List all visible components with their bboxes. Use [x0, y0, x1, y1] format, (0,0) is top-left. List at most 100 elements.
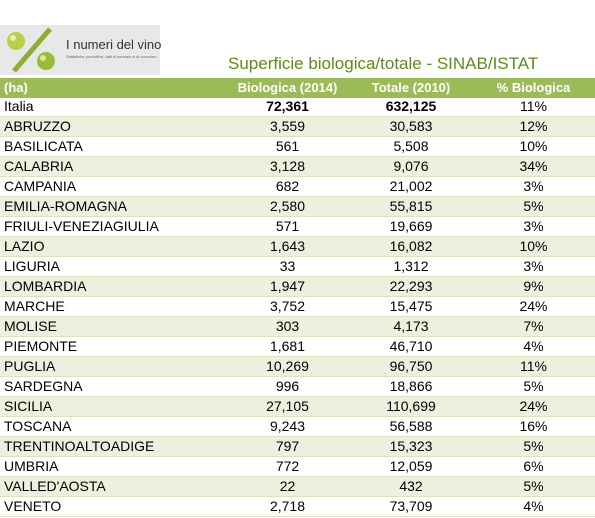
value-cell: 303 [275, 318, 300, 334]
value-cell: 72,361 [266, 98, 309, 114]
value-cell: 5% [523, 198, 544, 214]
value-cell: 16,082 [389, 238, 433, 254]
region-cell: SICILIA [4, 398, 53, 414]
value-cell: 96,750 [389, 358, 433, 374]
header-cell: Biologica (2014) [237, 80, 338, 95]
value-cell: 5% [523, 378, 544, 394]
value-cell: 46,710 [389, 338, 433, 354]
region-cell: FRIULI-VENEZIAGIULIA [4, 218, 159, 234]
value-cell: 24% [519, 398, 548, 414]
region-cell: VALLED'AOSTA [4, 478, 106, 494]
table-row: SARDEGNA 996 18,866 5% [0, 377, 595, 397]
header-cell: % Biologica [496, 80, 571, 95]
region-cell: TRENTINOALTOADIGE [4, 438, 155, 454]
region-cell: SARDEGNA [4, 378, 83, 394]
region-cell: LAZIO [4, 238, 45, 254]
table-row: PIEMONTE 1,681 46,710 4% [0, 337, 595, 357]
value-cell: 2,580 [269, 198, 306, 214]
table-row: ABRUZZO 3,559 30,583 12% [0, 117, 595, 137]
value-cell: 22,293 [389, 278, 433, 294]
table-row: UMBRIA 772 12,059 6% [0, 457, 595, 477]
value-cell: 55,815 [389, 198, 433, 214]
value-cell: 3% [523, 218, 544, 234]
table-row: PUGLIA 10,269 96,750 11% [0, 357, 595, 377]
region-cell: VENETO [4, 498, 62, 514]
value-cell: 9% [523, 278, 544, 294]
header-cell: Totale (2010) [371, 80, 451, 95]
value-cell: 2,718 [269, 498, 306, 514]
value-cell: 3% [523, 178, 544, 194]
region-cell: UMBRIA [4, 458, 59, 474]
logo-subtitle: Statistiche produttive, dati di mercato … [66, 54, 158, 59]
region-cell: MARCHE [4, 298, 65, 314]
table-row: LIGURIA 33 1,312 3% [0, 257, 595, 277]
table-row: MARCHE 3,752 15,475 24% [0, 297, 595, 317]
value-cell: 3,752 [269, 298, 306, 314]
value-cell: 19,669 [389, 218, 433, 234]
table-row: EMILIA-ROMAGNA 2,580 55,815 5% [0, 197, 595, 217]
table-row: TOSCANA 9,243 56,588 16% [0, 417, 595, 437]
region-cell: PUGLIA [4, 358, 56, 374]
region-cell: EMILIA-ROMAGNA [4, 198, 127, 214]
value-cell: 9,076 [393, 158, 429, 174]
value-cell: 27,105 [266, 398, 309, 414]
value-cell: 15,323 [389, 438, 433, 454]
value-cell: 12,059 [389, 458, 433, 474]
value-cell: 5,508 [393, 138, 429, 154]
value-cell: 571 [275, 218, 300, 234]
value-cell: 6% [523, 458, 544, 474]
table-row: BASILICATA 561 5,508 10% [0, 137, 595, 157]
table-row: LOMBARDIA 1,947 22,293 9% [0, 277, 595, 297]
table-row: CALABRIA 3,128 9,076 34% [0, 157, 595, 177]
region-cell: LIGURIA [4, 258, 61, 274]
value-cell: 1,643 [269, 238, 306, 254]
value-cell: 34% [519, 158, 548, 174]
value-cell: 1,312 [393, 258, 429, 274]
value-cell: 30,583 [389, 118, 433, 134]
value-cell: 110,699 [386, 398, 436, 414]
value-cell: 5% [523, 478, 544, 494]
title: Superficie biologica/totale - SINAB/ISTA… [228, 54, 539, 73]
value-cell: 561 [275, 138, 300, 154]
value-cell: 632,125 [385, 98, 437, 114]
region-cell: LOMBARDIA [4, 278, 87, 294]
region-cell: MOLISE [4, 318, 57, 334]
value-cell: 682 [275, 178, 300, 194]
value-cell: 11% [520, 98, 547, 114]
logo: I numeri del vino Statistiche produttive… [0, 25, 162, 75]
value-cell: 7% [523, 318, 544, 334]
value-cell: 3% [523, 258, 544, 274]
value-cell: 12% [519, 118, 548, 134]
region-cell: TOSCANA [4, 418, 72, 434]
table-row: LAZIO 1,643 16,082 10% [0, 237, 595, 257]
table-row: SICILIA 27,105 110,699 24% [0, 397, 595, 417]
region-cell: CAMPANIA [4, 178, 77, 194]
value-cell: 22 [279, 478, 296, 494]
header-row: (ha) Biologica (2014) Totale (2010) % Biolo… [0, 78, 595, 98]
value-cell: 3,128 [269, 158, 306, 174]
value-cell: 5% [523, 438, 544, 454]
region-cell: PIEMONTE [4, 338, 78, 354]
value-cell: 73,709 [389, 498, 433, 514]
value-cell: 797 [275, 438, 300, 454]
value-cell: 432 [399, 478, 423, 494]
value-cell: 10% [519, 238, 548, 254]
logo-title: I numeri del vino [66, 37, 162, 52]
table-row: FRIULI-VENEZIAGIULIA 571 19,669 3% [0, 217, 595, 237]
region-cell: CALABRIA [4, 158, 74, 174]
value-cell: 9,243 [269, 418, 306, 434]
value-cell: 10% [519, 138, 548, 154]
value-cell: 4% [523, 498, 544, 514]
value-cell: 21,002 [389, 178, 433, 194]
value-cell: 4,173 [393, 318, 429, 334]
region-cell: Italia [4, 98, 34, 114]
value-cell: 24% [519, 298, 548, 314]
table-row: VALLED'AOSTA 22 432 5% [0, 477, 595, 497]
value-cell: 18,866 [389, 378, 433, 394]
value-cell: 56,588 [389, 418, 433, 434]
value-cell: 3,559 [269, 118, 306, 134]
value-cell: 10,269 [266, 358, 309, 374]
value-cell: 1,681 [269, 338, 306, 354]
table-row: Italia 72,361 632,125 11% [0, 97, 595, 117]
